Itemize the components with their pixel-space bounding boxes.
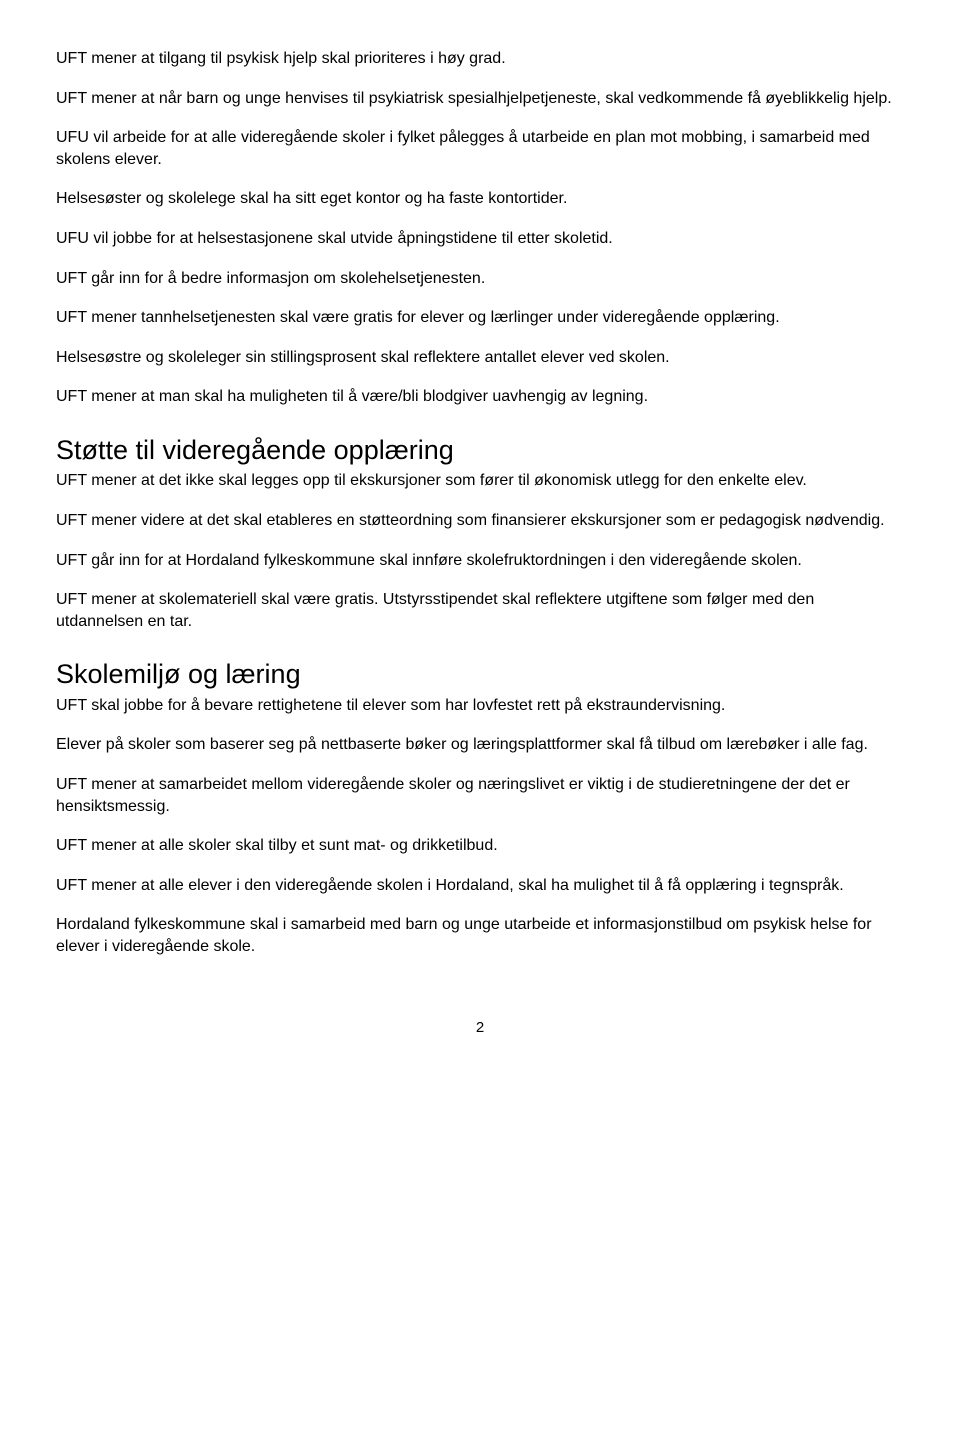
paragraph: UFT mener at tilgang til psykisk hjelp s… (56, 48, 904, 70)
paragraph: UFT mener at skolemateriell skal være gr… (56, 589, 904, 632)
paragraph: UFT mener at alle skoler skal tilby et s… (56, 835, 904, 857)
paragraph: UFT går inn for å bedre informasjon om s… (56, 268, 904, 290)
paragraph: Elever på skoler som baserer seg på nett… (56, 734, 904, 756)
paragraph: UFU vil jobbe for at helsestasjonene ska… (56, 228, 904, 250)
page-number: 2 (56, 1018, 904, 1038)
paragraph: UFU vil arbeide for at alle videregående… (56, 127, 904, 170)
section-heading-stotte: Støtte til videregående opplæring (56, 432, 904, 468)
paragraph: UFT skal jobbe for å bevare rettighetene… (56, 695, 904, 717)
paragraph: UFT mener videre at det skal etableres e… (56, 510, 904, 532)
paragraph: Helsesøstre og skoleleger sin stillingsp… (56, 347, 904, 369)
paragraph: UFT mener tannhelsetjenesten skal være g… (56, 307, 904, 329)
paragraph: UFT mener at man skal ha muligheten til … (56, 386, 904, 408)
paragraph: UFT går inn for at Hordaland fylkeskommu… (56, 550, 904, 572)
paragraph: UFT mener at det ikke skal legges opp ti… (56, 470, 904, 492)
paragraph: Helsesøster og skolelege skal ha sitt eg… (56, 188, 904, 210)
section-heading-skolemiljo: Skolemiljø og læring (56, 656, 904, 692)
paragraph: UFT mener at når barn og unge henvises t… (56, 88, 904, 110)
paragraph: UFT mener at alle elever i den videregåe… (56, 875, 904, 897)
paragraph: UFT mener at samarbeidet mellom videregå… (56, 774, 904, 817)
paragraph: Hordaland fylkeskommune skal i samarbeid… (56, 914, 904, 957)
